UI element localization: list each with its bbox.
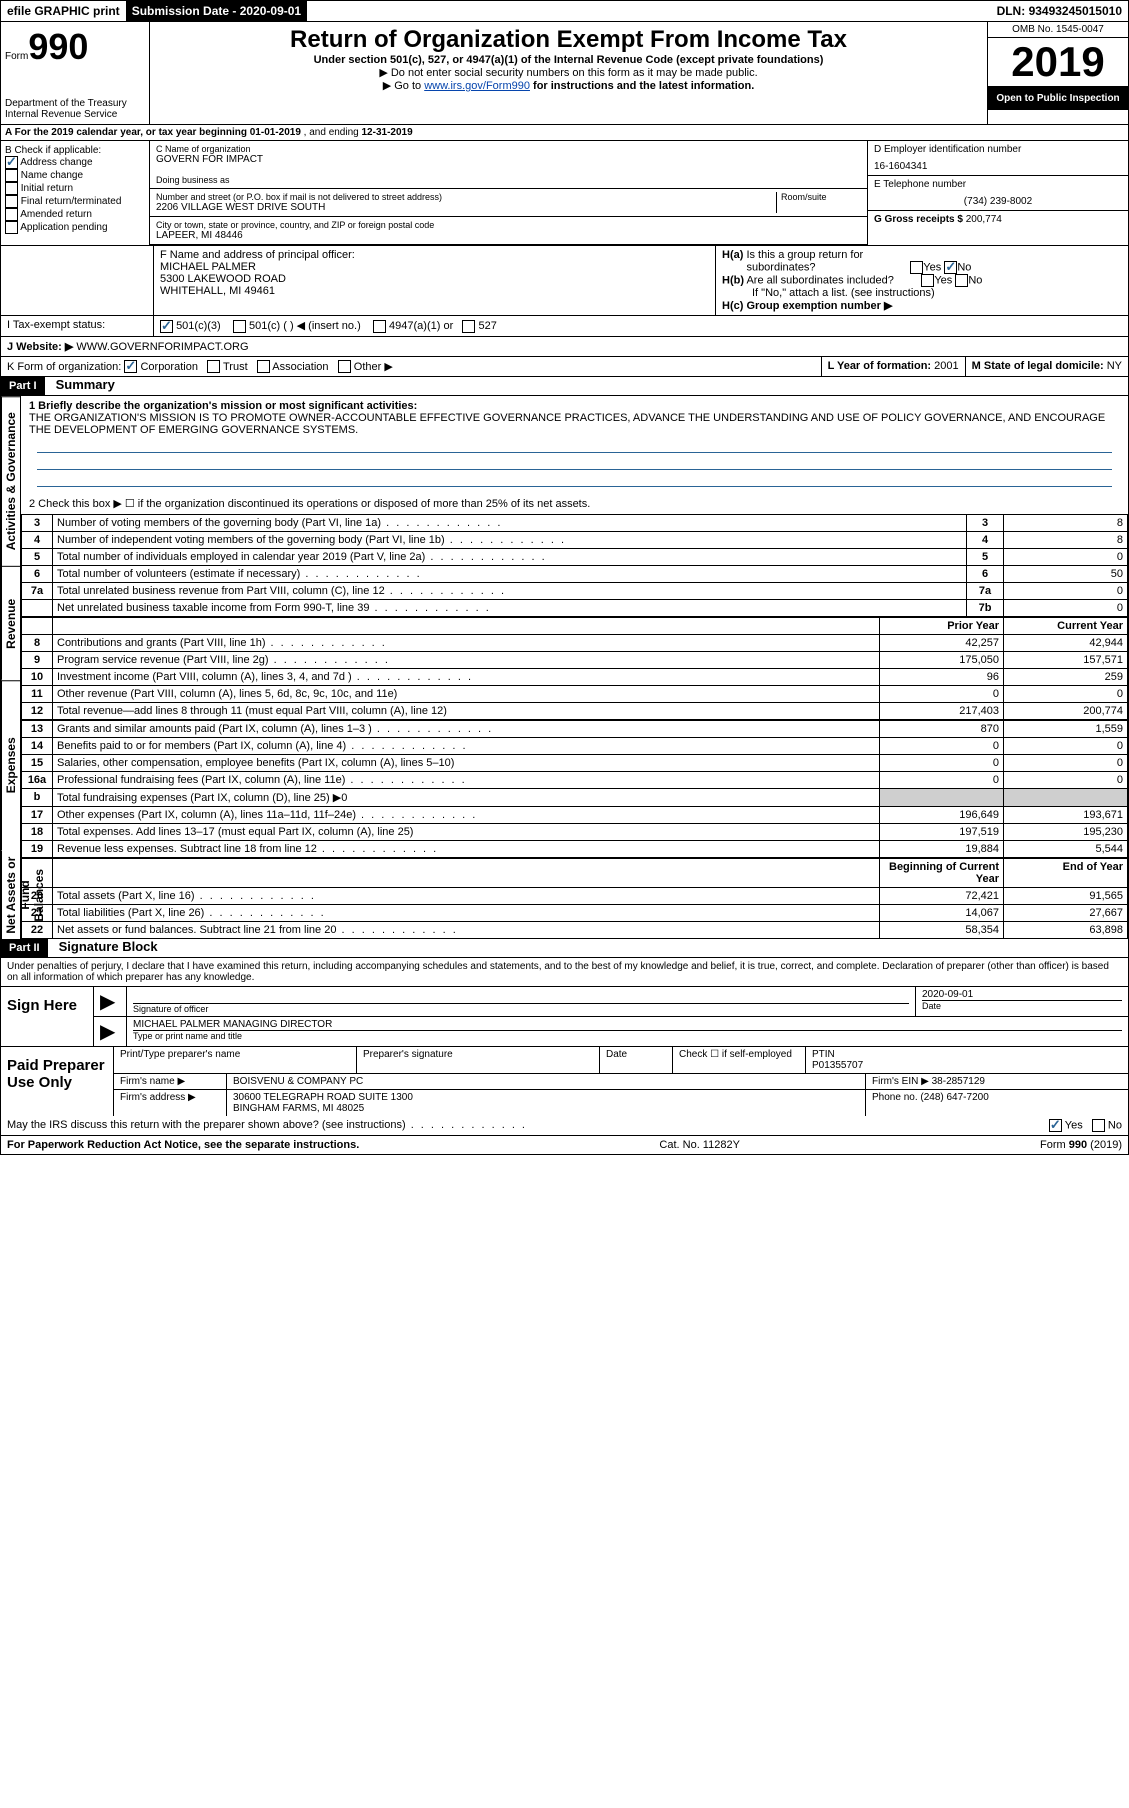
phone: (734) 239-8002 (874, 196, 1122, 207)
officer-name: MICHAEL PALMER (160, 261, 709, 273)
check-501c3[interactable] (160, 320, 173, 333)
discuss-row: May the IRS discuss this return with the… (1, 1116, 1128, 1136)
part1-header: Part I (1, 377, 45, 395)
hb-no[interactable] (955, 274, 968, 287)
part1-header-row: Part I Summary (1, 377, 1128, 396)
form-container: efile GRAPHIC print Submission Date - 20… (0, 0, 1129, 1155)
ha-no[interactable] (944, 261, 957, 274)
ha-yes[interactable] (910, 261, 923, 274)
discuss-no[interactable] (1092, 1119, 1105, 1132)
label-expenses: Expenses (1, 680, 20, 850)
checkbox-final-return[interactable] (5, 195, 18, 208)
checkbox-pending[interactable] (5, 221, 18, 234)
form-label: Form (5, 51, 28, 62)
efile-label: efile GRAPHIC print (1, 1, 126, 21)
check-other[interactable] (338, 360, 351, 373)
part1-title: Summary (48, 377, 115, 392)
check-501c[interactable] (233, 320, 246, 333)
form-note2: ▶ Go to www.irs.gov/Form990 for instruct… (154, 79, 983, 92)
label-netassets: Net Assets or Fund Balances (1, 851, 20, 940)
org-street: 2206 VILLAGE WEST DRIVE SOUTH (156, 202, 776, 213)
org-name: GOVERN FOR IMPACT (156, 154, 861, 165)
check-corp[interactable] (124, 360, 137, 373)
col-b: B Check if applicable: Address change Na… (1, 141, 150, 245)
firm-name: BOISVENU & COMPANY PC (227, 1074, 866, 1089)
check-4947[interactable] (373, 320, 386, 333)
section-i: I Tax-exempt status: 501(c)(3) 501(c) ( … (1, 316, 1128, 337)
omb: OMB No. 1545-0047 (988, 22, 1128, 38)
org-city: LAPEER, MI 48446 (156, 230, 861, 241)
form-header: Form990 Department of the Treasury Inter… (1, 22, 1128, 125)
col-c: C Name of organization GOVERN FOR IMPACT… (150, 141, 867, 245)
q2: 2 Check this box ▶ ☐ if the organization… (21, 493, 1128, 514)
col-d: D Employer identification number 16-1604… (867, 141, 1128, 245)
part2-header-row: Part II Signature Block (1, 939, 1128, 958)
gross-receipts: 200,774 (966, 214, 1002, 225)
form990-link[interactable]: www.irs.gov/Form990 (424, 80, 530, 92)
submission-date-button[interactable]: Submission Date - 2020-09-01 (126, 1, 307, 21)
open-public-badge: Open to Public Inspection (988, 87, 1128, 110)
declaration: Under penalties of perjury, I declare th… (1, 958, 1128, 986)
check-trust[interactable] (207, 360, 220, 373)
exp-table: 13Grants and similar amounts paid (Part … (21, 720, 1128, 858)
label-revenue: Revenue (1, 566, 20, 680)
label-activities: Activities & Governance (1, 396, 20, 566)
hb-yes[interactable] (921, 274, 934, 287)
part2-header: Part II (1, 939, 48, 957)
ein: 16-1604341 (874, 161, 1122, 172)
sign-here-label: Sign Here (1, 987, 94, 1046)
checkbox-name-change[interactable] (5, 169, 18, 182)
part1-body: Activities & Governance Revenue Expenses… (1, 396, 1128, 939)
part2-title: Signature Block (51, 939, 158, 954)
form-number: 990 (28, 26, 88, 67)
sign-section: Sign Here ▶ Signature of officer 2020-09… (1, 986, 1128, 1046)
checkbox-address-change[interactable] (5, 156, 18, 169)
main-info: B Check if applicable: Address change Na… (1, 141, 1128, 246)
check-527[interactable] (462, 320, 475, 333)
mission-text: THE ORGANIZATION'S MISSION IS TO PROMOTE… (29, 412, 1120, 436)
preparer-section: Paid Preparer Use Only Print/Type prepar… (1, 1046, 1128, 1116)
section-k: K Form of organization: Corporation Trus… (1, 357, 1128, 378)
form-note1: ▶ Do not enter social security numbers o… (154, 66, 983, 79)
checkbox-initial-return[interactable] (5, 182, 18, 195)
check-assoc[interactable] (257, 360, 270, 373)
checkbox-amended[interactable] (5, 208, 18, 221)
form-subtitle: Under section 501(c), 527, or 4947(a)(1)… (154, 54, 983, 66)
top-bar: efile GRAPHIC print Submission Date - 20… (1, 1, 1128, 22)
section-f-h: F Name and address of principal officer:… (1, 246, 1128, 316)
net-table: Beginning of Current YearEnd of Year 20T… (21, 858, 1128, 939)
officer-signature-name: MICHAEL PALMER MANAGING DIRECTOR (133, 1019, 1122, 1030)
tax-year: 2019 (988, 38, 1128, 87)
form-title: Return of Organization Exempt From Incom… (154, 26, 983, 54)
gov-table: 3Number of voting members of the governi… (21, 514, 1128, 617)
section-j: J Website: ▶ WWW.GOVERNFORIMPACT.ORG (1, 337, 1128, 357)
dept-label: Department of the Treasury Internal Reve… (5, 98, 145, 120)
discuss-yes[interactable] (1049, 1119, 1062, 1132)
website: WWW.GOVERNFORIMPACT.ORG (76, 341, 248, 353)
preparer-label: Paid Preparer Use Only (1, 1047, 114, 1116)
footer: For Paperwork Reduction Act Notice, see … (1, 1136, 1128, 1154)
rev-table: Prior YearCurrent Year 8Contributions an… (21, 617, 1128, 720)
section-a: A For the 2019 calendar year, or tax yea… (1, 125, 1128, 141)
dln: DLN: 93493245015010 (991, 1, 1128, 21)
